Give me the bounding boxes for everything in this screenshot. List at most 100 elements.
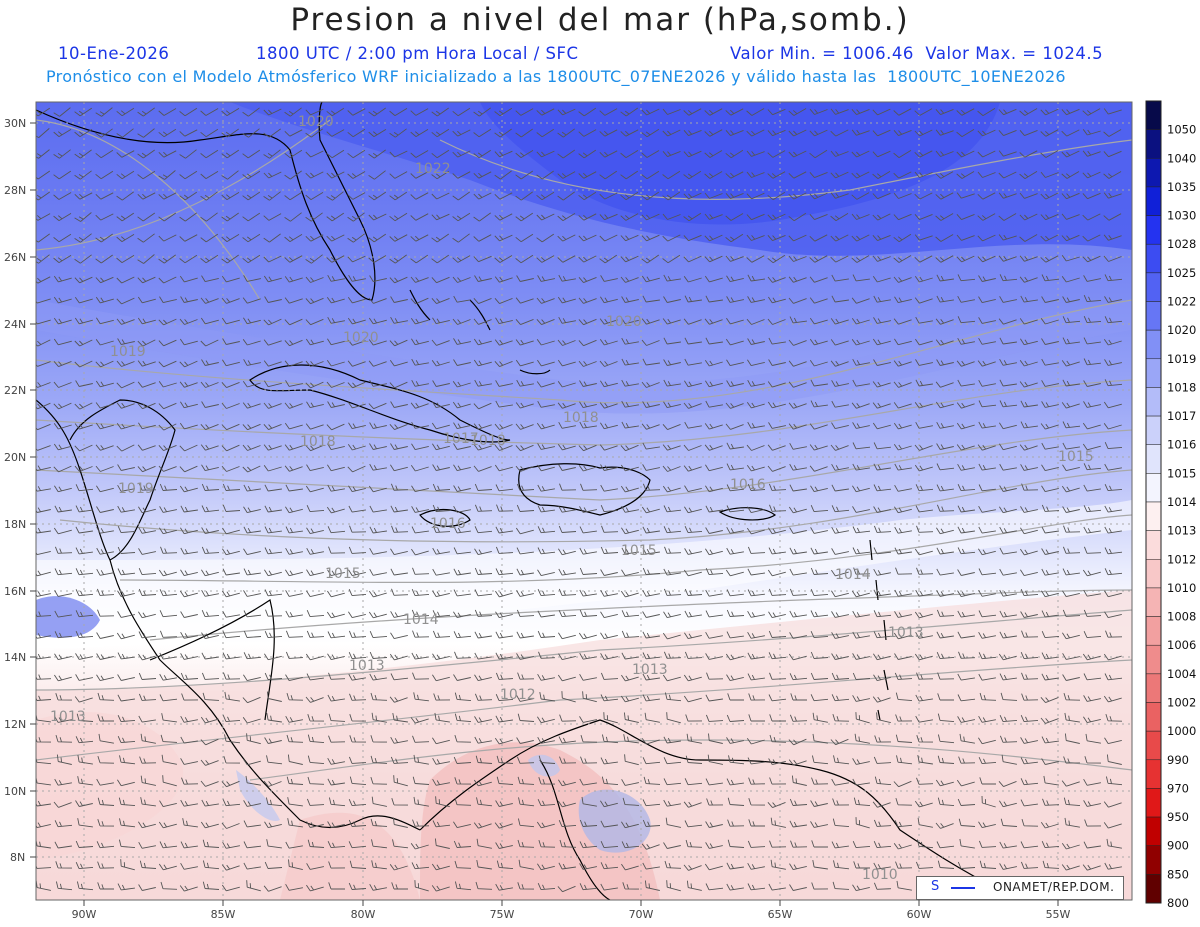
wind-barb bbox=[768, 694, 787, 702]
wind-barb bbox=[833, 755, 850, 765]
wind-barb bbox=[305, 108, 324, 116]
wind-barb bbox=[494, 213, 513, 221]
wind-barb bbox=[158, 254, 176, 264]
wind-barb bbox=[620, 464, 639, 472]
wind-barb bbox=[74, 129, 93, 137]
wind-barb bbox=[243, 317, 261, 325]
wind-barb bbox=[1062, 464, 1080, 472]
wind-barb bbox=[768, 483, 787, 491]
wind-barb bbox=[873, 317, 891, 324]
wind-barb bbox=[621, 841, 640, 849]
wind-barb bbox=[663, 651, 682, 659]
wind-barb bbox=[809, 276, 828, 283]
wind-barb bbox=[1041, 568, 1059, 576]
wind-barb bbox=[999, 715, 1018, 723]
wind-barb bbox=[285, 526, 303, 534]
wind-barb bbox=[956, 150, 975, 158]
wind-barb bbox=[243, 862, 261, 870]
wind-barb bbox=[705, 485, 723, 493]
wind-barb bbox=[810, 610, 829, 618]
wind-barb bbox=[201, 401, 219, 408]
wind-barb bbox=[117, 883, 135, 891]
wind-barb bbox=[789, 863, 807, 871]
wind-barb bbox=[683, 192, 702, 200]
wind-barb bbox=[873, 359, 891, 366]
wind-barb bbox=[389, 191, 408, 201]
wind-barb bbox=[389, 171, 408, 179]
wind-barb bbox=[411, 589, 430, 597]
wind-barb bbox=[579, 673, 597, 681]
wind-barb bbox=[537, 799, 556, 807]
wind-barb bbox=[284, 360, 303, 367]
wind-barb bbox=[1062, 546, 1081, 554]
wind-barb bbox=[747, 296, 765, 303]
wind-barb bbox=[305, 381, 324, 389]
wind-barb bbox=[1104, 611, 1122, 619]
wind-barb bbox=[999, 274, 1018, 282]
wind-barb bbox=[221, 444, 240, 452]
wind-barb bbox=[621, 527, 639, 535]
wind-barb bbox=[77, 818, 93, 828]
wind-barb bbox=[200, 716, 219, 724]
lon-label: 55W bbox=[1046, 908, 1071, 921]
wind-barb bbox=[872, 234, 891, 242]
wind-barb bbox=[473, 171, 492, 179]
wind-barb bbox=[557, 128, 575, 138]
wind-barb bbox=[809, 465, 828, 472]
wind-barb bbox=[390, 673, 409, 681]
wind-barb bbox=[746, 255, 765, 263]
wind-barb bbox=[432, 483, 451, 491]
wind-barb bbox=[935, 213, 954, 221]
wind-barb bbox=[431, 213, 450, 221]
wind-barb bbox=[872, 213, 891, 221]
wind-barb bbox=[515, 212, 534, 222]
wind-barb bbox=[158, 402, 177, 410]
wind-barb bbox=[978, 421, 996, 429]
wind-barb bbox=[810, 800, 828, 807]
wind-barb bbox=[1019, 360, 1038, 367]
wind-barb bbox=[347, 296, 366, 304]
wind-barb bbox=[347, 381, 366, 389]
wind-barb bbox=[200, 149, 219, 159]
wind-barb bbox=[95, 170, 114, 180]
wind-barb bbox=[895, 567, 913, 575]
wind-barb bbox=[36, 570, 51, 577]
wind-barb bbox=[538, 777, 556, 785]
wind-barb bbox=[914, 444, 933, 451]
wind-barb bbox=[851, 213, 870, 220]
wind-barb bbox=[494, 464, 513, 472]
wind-barb bbox=[1106, 838, 1122, 849]
wind-barb bbox=[285, 380, 303, 387]
wind-barb bbox=[327, 841, 346, 849]
wind-barb bbox=[789, 316, 807, 324]
wind-barb bbox=[160, 734, 178, 743]
wind-barb bbox=[222, 483, 241, 491]
wind-barb bbox=[998, 234, 1017, 241]
wind-barb bbox=[221, 864, 240, 871]
wind-barb bbox=[1062, 421, 1081, 429]
wind-barb bbox=[684, 295, 702, 303]
wind-barb bbox=[705, 778, 723, 786]
wind-barb bbox=[410, 465, 429, 472]
wind-barb bbox=[1041, 758, 1059, 765]
wind-barb bbox=[452, 191, 470, 201]
wind-barb bbox=[158, 465, 177, 472]
wind-barb bbox=[642, 694, 660, 702]
wind-barb bbox=[876, 712, 891, 724]
wind-barb bbox=[746, 234, 765, 241]
wind-barb bbox=[495, 715, 513, 723]
wind-barb bbox=[854, 733, 870, 744]
wind-barb bbox=[578, 318, 597, 326]
wind-barb bbox=[494, 822, 513, 829]
wind-barb bbox=[495, 400, 513, 408]
wind-barb bbox=[873, 506, 891, 513]
wind-barb bbox=[936, 295, 954, 303]
map-frame bbox=[35, 101, 1133, 901]
wind-barb bbox=[1104, 568, 1123, 576]
wind-barb bbox=[599, 150, 618, 158]
wind-barb bbox=[243, 359, 261, 366]
wind-barb bbox=[872, 696, 891, 703]
wind-barb bbox=[347, 339, 366, 346]
wind-barb bbox=[74, 149, 92, 159]
wind-barb bbox=[1103, 695, 1122, 703]
